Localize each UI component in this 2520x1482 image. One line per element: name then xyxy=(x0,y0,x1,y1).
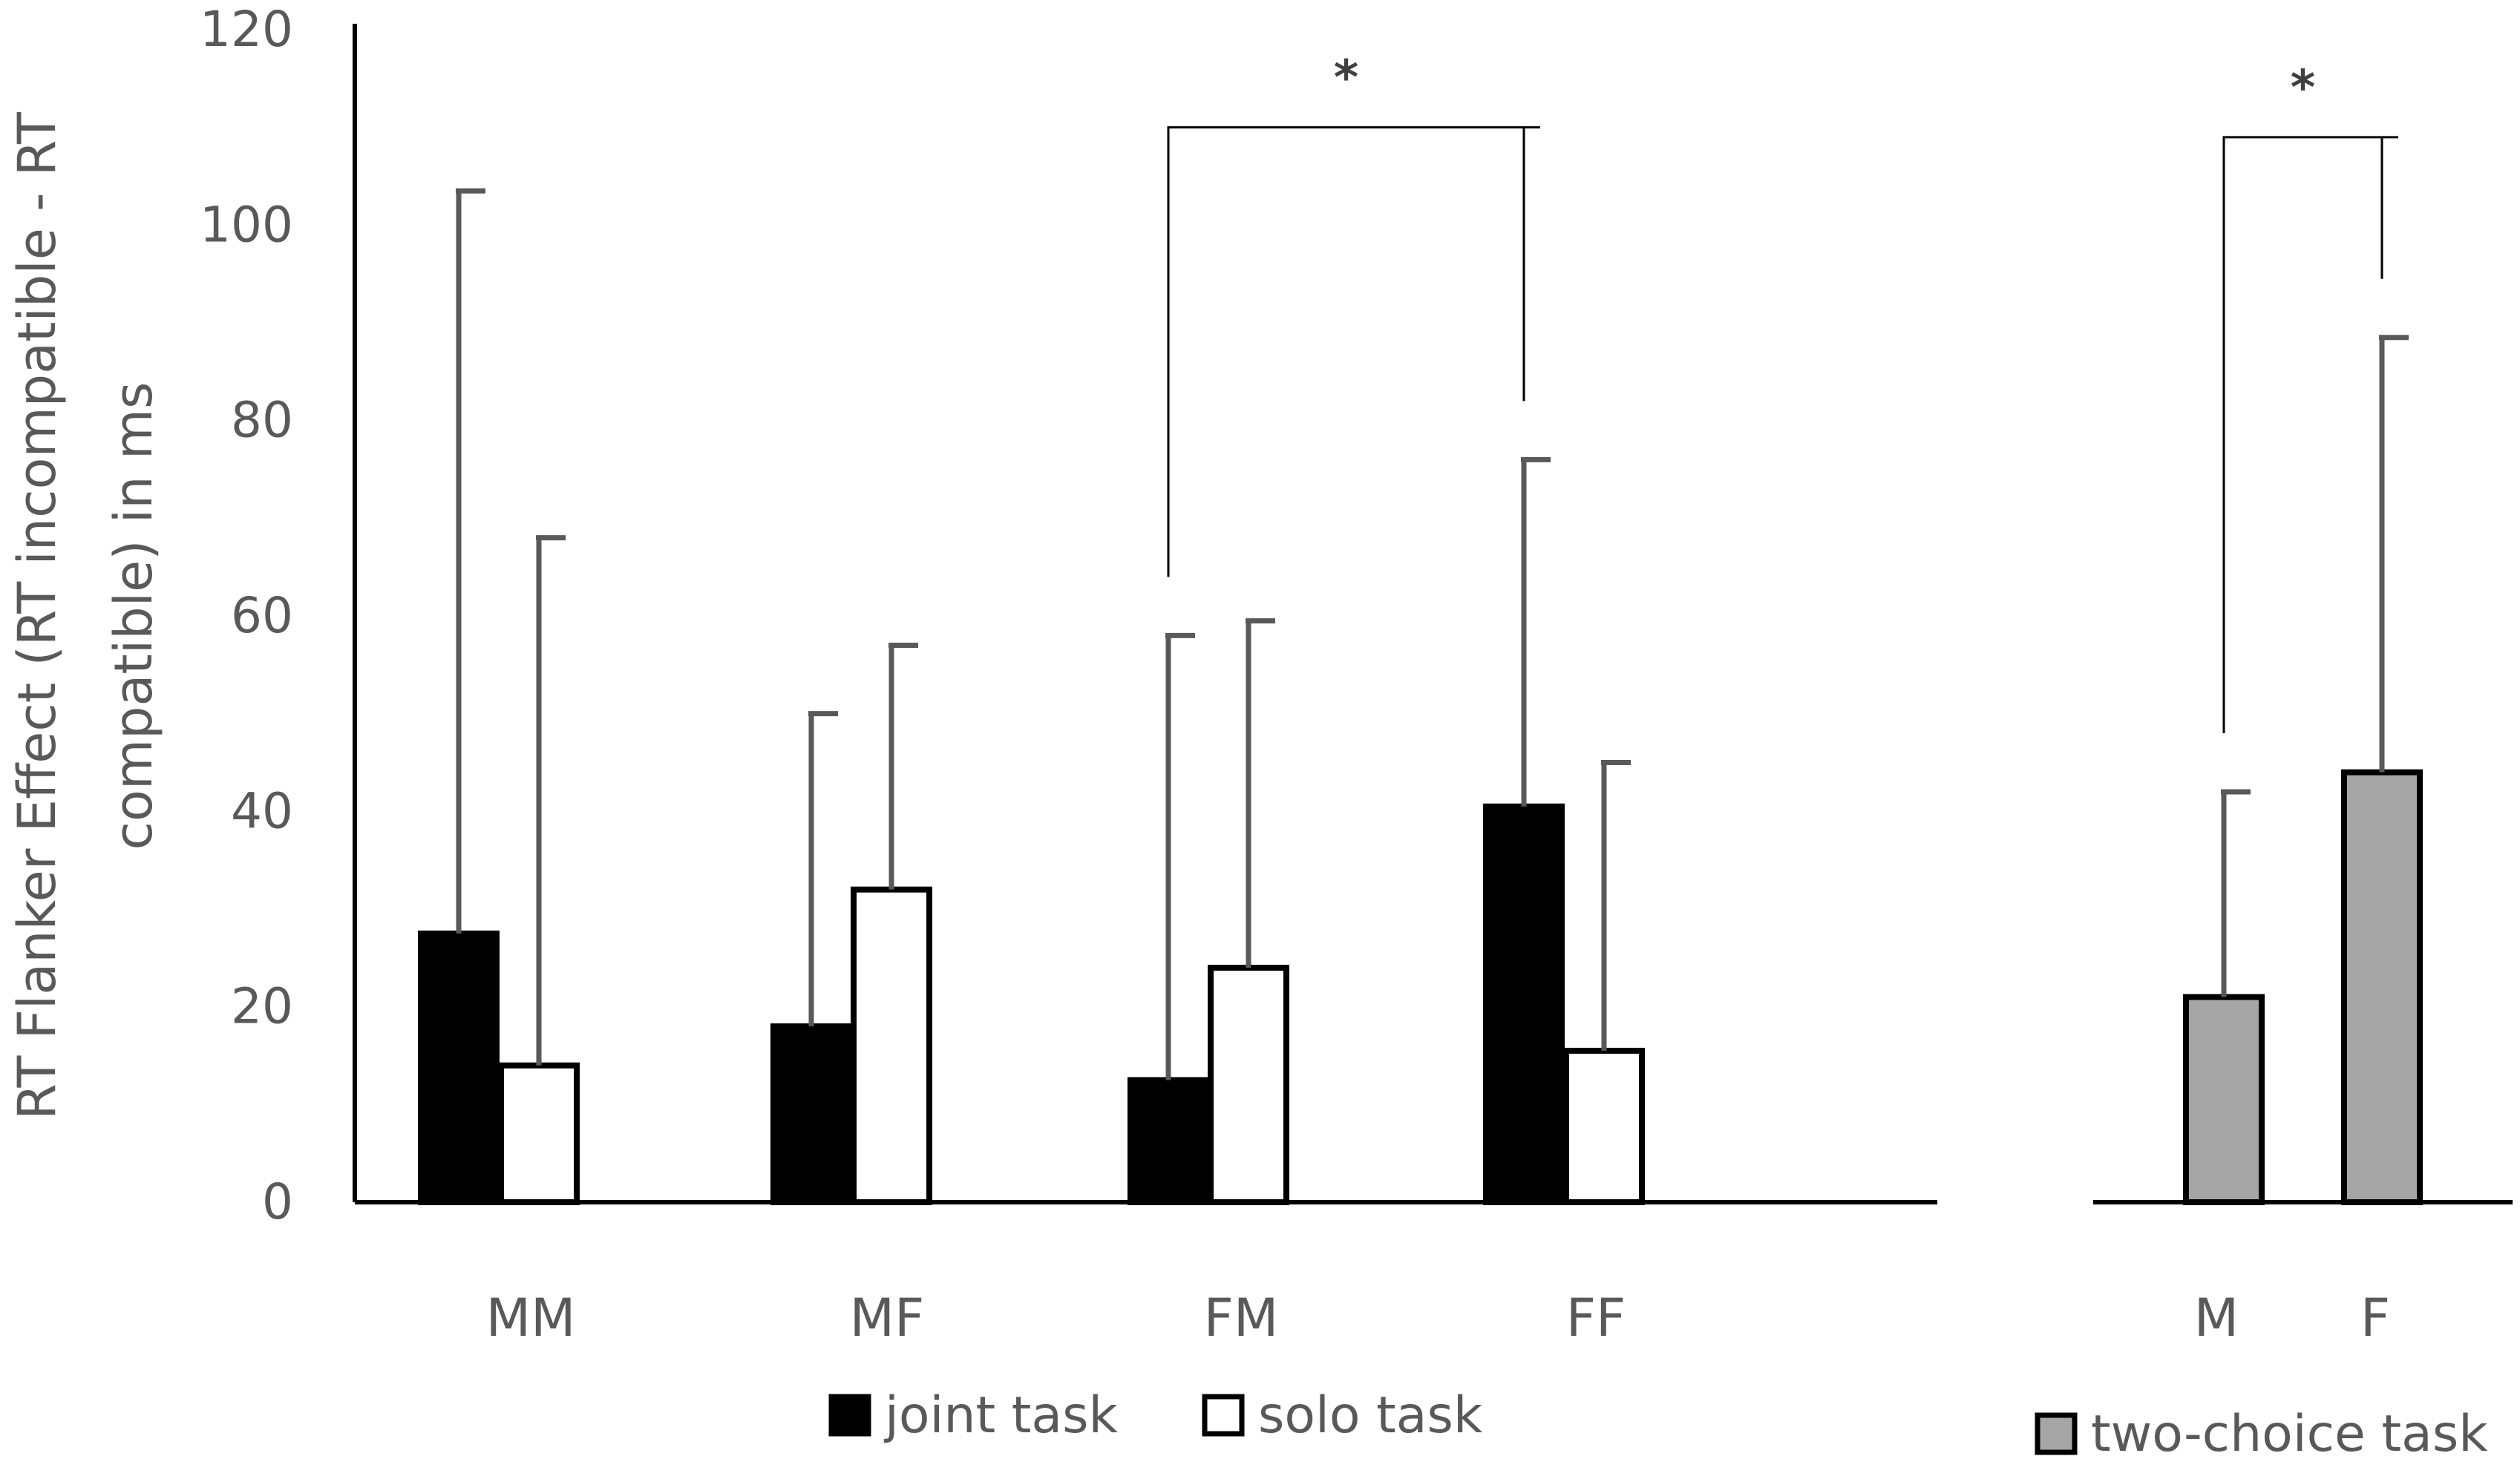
y-axis-title-line-2: compatible) in ms xyxy=(103,382,164,850)
significance-star-panel-2: * xyxy=(2291,61,2315,116)
bar-joint-task-mf xyxy=(770,1023,852,1205)
y-axis-title-line-1: RT Flanker Effect (RT incompatible - RT xyxy=(7,112,68,1120)
y-tick-label-40: 40 xyxy=(231,782,293,839)
bar-solo-task-fm xyxy=(1208,965,1289,1205)
bar-solo-task-mm xyxy=(498,1062,580,1205)
x-tick-label-f: F xyxy=(2360,1288,2390,1348)
y-tick-label-120: 120 xyxy=(200,1,293,58)
bar-solo-task-ff xyxy=(1563,1047,1645,1205)
y-tick-label-20: 20 xyxy=(231,978,293,1035)
x-tick-label-ff: FF xyxy=(1566,1288,1626,1348)
significance-bracket-panel-1 xyxy=(1167,126,1525,577)
bar-joint-task-ff xyxy=(1483,803,1565,1205)
legend-swatch-two-choice-task xyxy=(2035,1412,2078,1455)
y-tick-label-0: 0 xyxy=(262,1173,293,1230)
y-tick-label-100: 100 xyxy=(200,196,293,253)
y-tick-label-80: 80 xyxy=(231,392,293,449)
legend-swatch-joint-task xyxy=(828,1394,871,1437)
legend-label-joint-task: joint task xyxy=(883,1386,1119,1445)
bar-joint-task-mm xyxy=(418,930,500,1205)
x-tick-label-fm: FM xyxy=(1204,1288,1279,1348)
bar-two-choice-task-f xyxy=(2341,769,2423,1205)
significance-star-panel-1: * xyxy=(1334,51,1358,106)
x-tick-label-mm: MM xyxy=(486,1288,576,1348)
x-tick-label-mf: MF xyxy=(850,1288,925,1348)
legend-swatch-solo-task xyxy=(1202,1394,1245,1437)
bar-two-choice-task-m xyxy=(2183,994,2265,1205)
significance-bracket-panel-2 xyxy=(2222,136,2383,733)
bar-solo-task-mf xyxy=(851,886,932,1205)
x-tick-label-m: M xyxy=(2194,1288,2239,1348)
legend-label-solo-task: solo task xyxy=(1258,1386,1483,1445)
y-tick-label-60: 60 xyxy=(231,587,293,644)
bar-joint-task-fm xyxy=(1128,1077,1209,1205)
legend-label-two-choice-task: two-choice task xyxy=(2091,1405,2488,1463)
